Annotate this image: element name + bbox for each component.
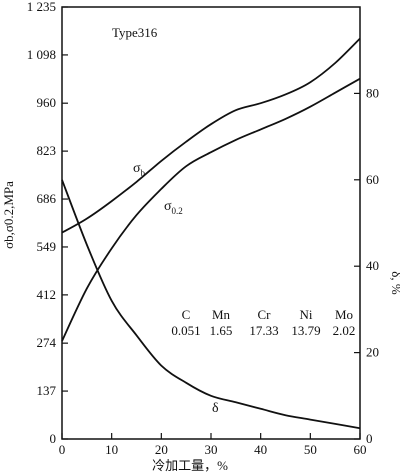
x-tick-label: 10: [105, 442, 118, 457]
x-tick-label: 20: [155, 442, 168, 457]
composition-table: C Mn Cr Ni Mo 0.051 1.65 17.33 13.79 2.02: [171, 307, 355, 338]
series-lines: [61, 37, 361, 430]
x-tick-label: 50: [304, 442, 317, 457]
composition-value: 17.33: [249, 323, 278, 338]
x-tick-label: 40: [254, 442, 267, 457]
y-right-axis-title: δ, %: [389, 271, 400, 295]
composition-value: 0.051: [171, 323, 200, 338]
composition-value: 13.79: [291, 323, 320, 338]
series-label-delta: δ: [212, 401, 219, 416]
series-label-sigma-b: σb: [133, 161, 146, 178]
x-tick-label: 30: [205, 442, 218, 457]
y-left-tick-label: 686: [37, 191, 57, 206]
series-line-0: [61, 37, 361, 234]
y-left-tick-label: 0: [50, 431, 57, 446]
y-left-tick-label: 1 235: [27, 0, 56, 14]
series-line-2: [61, 179, 361, 430]
y-left-tick-label: 549: [37, 239, 57, 254]
x-axis-title: 冷加工量，%: [152, 458, 228, 473]
y-right-tick-label: 80: [366, 85, 379, 100]
plot-frame: [61, 6, 361, 440]
composition-element: Mo: [335, 307, 353, 322]
x-tick-label: 60: [354, 442, 367, 457]
y-left-tick-label: 960: [37, 95, 57, 110]
y-left-tick-label: 823: [37, 143, 57, 158]
y-left-tick-label: 137: [37, 383, 57, 398]
composition-element: Cr: [258, 307, 272, 322]
y-left-tick-label: 1 098: [27, 47, 56, 62]
composition-value: 1.65: [210, 323, 233, 338]
series-label-sigma-02: σ0.2: [164, 199, 183, 216]
y-right-tick-label: 0: [366, 431, 373, 446]
y-left-tick-label: 412: [37, 287, 57, 302]
series-line-1: [61, 77, 361, 342]
composition-element: Ni: [300, 307, 313, 322]
y-right-tick-label: 60: [366, 172, 379, 187]
x-tick-label: 0: [59, 442, 66, 457]
composition-element: C: [182, 307, 191, 322]
y-right-tick-label: 20: [366, 345, 379, 360]
composition-element: Mn: [212, 307, 231, 322]
composition-value: 2.02: [333, 323, 356, 338]
y-left-axis-title: σb,σ0.2,MPa: [1, 181, 16, 249]
ticks: [61, 6, 361, 440]
material-label: Type316: [112, 25, 158, 40]
y-right-tick-label: 40: [366, 258, 379, 273]
y-left-tick-label: 274: [37, 335, 57, 350]
